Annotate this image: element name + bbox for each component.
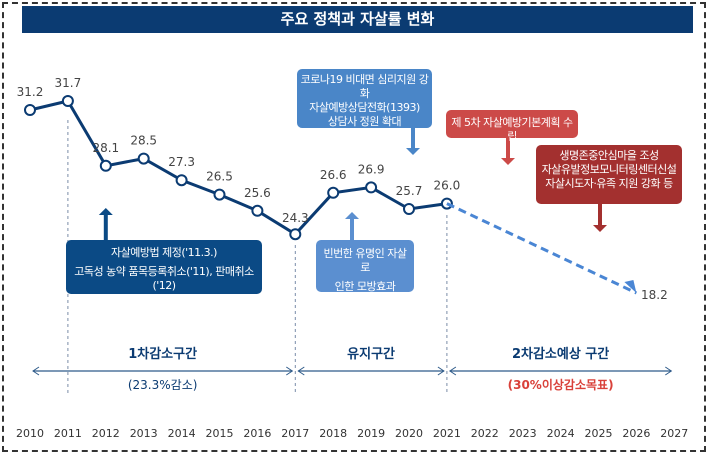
x-tick-label: 2021 [433, 427, 461, 440]
arrow-left-icon [32, 366, 40, 376]
data-label: 27.3 [168, 155, 195, 169]
data-label: 24.3 [282, 211, 309, 225]
annotation-line: 인한 모방효과 [334, 280, 396, 293]
data-point [61, 95, 74, 107]
annotation-copycat-effect: 빈번한 유명인 자살로 인한 모방효과 [316, 240, 414, 293]
x-tick-label: 2026 [622, 427, 650, 440]
annotation-line: 자살예방법 제정('11.3.) [111, 246, 217, 259]
annotation-line: 코로나19 비대면 심리지원 강화 [300, 73, 429, 100]
arrow-head-icon [501, 158, 515, 165]
arrow-head-icon [624, 280, 637, 293]
arrow-left-icon [448, 366, 457, 376]
data-label: 26.5 [206, 170, 233, 184]
data-point [289, 228, 302, 241]
x-tick-label: 2019 [357, 427, 385, 440]
chart-title: 주요 정책과 자살률 변화 [22, 6, 693, 33]
data-point [137, 152, 150, 165]
data-point [24, 104, 36, 116]
annotation-line: 자살유발정보모니터링센터신설 [541, 163, 677, 176]
x-tick-label: 2024 [547, 427, 575, 440]
data-label: 26.6 [320, 168, 347, 182]
x-tick-label: 2010 [16, 427, 44, 440]
x-tick-label: 2023 [509, 427, 537, 440]
arrow-head-icon [593, 225, 607, 232]
x-tick-label: 2018 [319, 427, 347, 440]
annotation-line: 제 5차 자살예방기본계획 수립 [451, 116, 573, 143]
data-point [327, 186, 340, 199]
annotation-suicide-prevention-act: 자살예방법 제정('11.3.) 고독성 농약 품목등록취소('11), 판매취… [66, 240, 262, 294]
x-tick-label: 2027 [660, 427, 688, 440]
annotation-line: 자살시도자·유족 지원 강화 등 [545, 177, 673, 190]
data-point [213, 188, 226, 201]
x-tick-label: 2013 [130, 427, 158, 440]
projection-line [446, 202, 638, 295]
arrow-head-icon [98, 208, 113, 215]
x-tick-label: 2025 [585, 427, 613, 440]
data-label: 25.6 [244, 186, 271, 200]
x-tick-label: 2020 [395, 427, 423, 440]
arrow-head-icon [345, 212, 359, 219]
data-label: 26.0 [434, 179, 461, 193]
annotation-line: 고독성 농약 품목등록취소('11), 판매취소('12) [74, 265, 254, 292]
data-point [365, 181, 378, 194]
dashed-frame [2, 2, 706, 452]
annotation-line: 빈번한 유명인 자살로 [323, 247, 407, 274]
data-label: 25.7 [396, 184, 423, 198]
segment-sublabel: (23.3%감소) [128, 378, 198, 392]
x-tick-label: 2014 [168, 427, 196, 440]
data-label: 31.2 [17, 85, 44, 99]
data-label: 28.1 [92, 141, 119, 155]
annotation-line: 자살예방상담전화(1393) [309, 101, 420, 114]
arrow-head-icon [406, 148, 420, 155]
annotation-line: 생명존중안심마을 조성 [559, 149, 659, 162]
data-point [251, 204, 264, 217]
arrow-right-icon [286, 366, 294, 376]
annotation-future-policies: 생명존중안심마을 조성 자살유발정보모니터링센터신설 자살시도자·유족 지원 강… [536, 145, 682, 204]
x-tick-label: 2017 [281, 427, 309, 440]
annotation-5th-plan: 제 5차 자살예방기본계획 수립 [446, 110, 578, 143]
segment-label: 2차감소예상 구간 [512, 346, 609, 362]
data-label: 31.7 [55, 76, 82, 90]
data-point [403, 203, 415, 215]
annotation-covid-support: 코로나19 비대면 심리지원 강화 자살예방상담전화(1393) 상담사 정원 … [297, 69, 432, 128]
x-tick-label: 2012 [92, 427, 120, 440]
x-tick-label: 2016 [243, 427, 271, 440]
arrow-left-icon [297, 366, 305, 376]
segment-label: 유지구간 [347, 346, 395, 362]
x-tick-label: 2011 [54, 427, 82, 440]
data-label: 26.9 [358, 162, 385, 176]
annotation-line: 상담사 정원 확대 [327, 115, 402, 128]
data-label: 28.5 [130, 134, 157, 148]
x-tick-label: 2015 [206, 427, 234, 440]
segment-sublabel: (30%이상감소목표) [508, 377, 614, 392]
series-line [29, 99, 448, 237]
arrow-right-icon [437, 366, 445, 376]
segment-label: 1차감소구간 [128, 346, 197, 362]
arrow-right-icon [665, 366, 673, 376]
data-label: 18.2 [641, 288, 668, 302]
data-point [175, 174, 188, 187]
data-point [99, 159, 112, 172]
x-tick-label: 2022 [471, 427, 499, 440]
